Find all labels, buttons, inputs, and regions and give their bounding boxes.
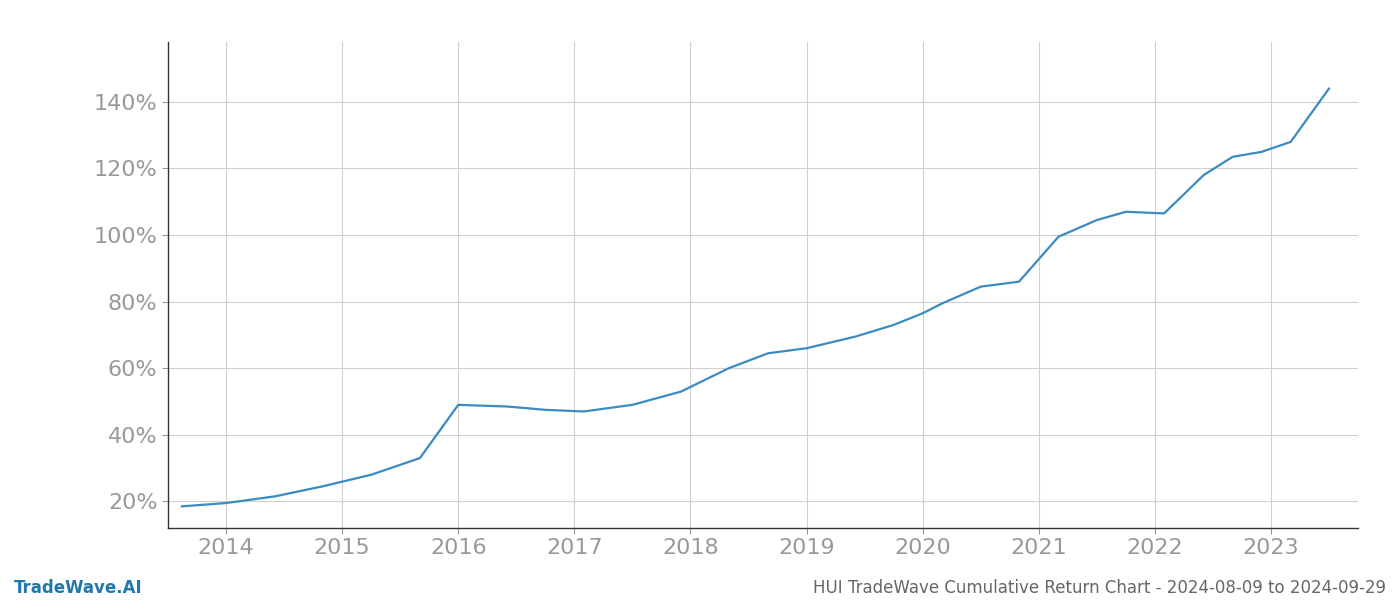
Text: TradeWave.AI: TradeWave.AI (14, 579, 143, 597)
Text: HUI TradeWave Cumulative Return Chart - 2024-08-09 to 2024-09-29: HUI TradeWave Cumulative Return Chart - … (813, 579, 1386, 597)
